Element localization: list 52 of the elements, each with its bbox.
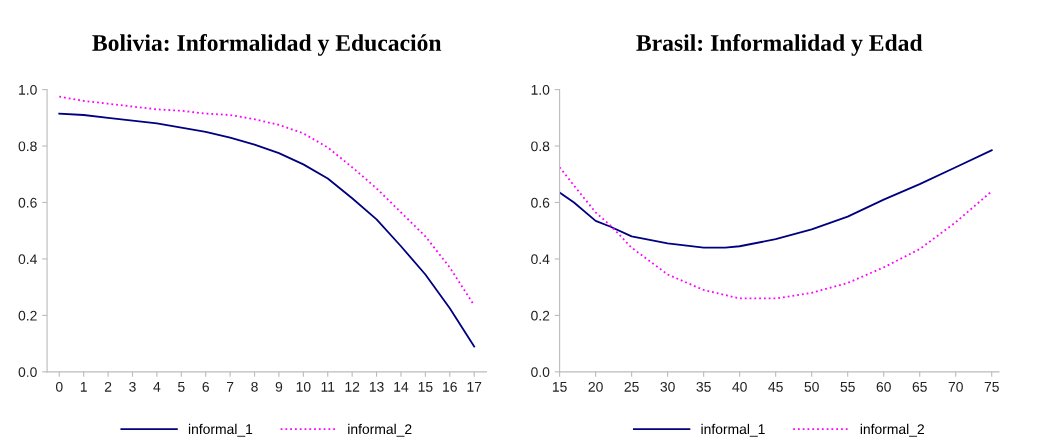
- x-tick-label: 40: [732, 381, 747, 392]
- y-tick-label: 0.0: [18, 367, 37, 378]
- line-series: [559, 166, 993, 300]
- y-tick-label: 0.6: [531, 197, 550, 208]
- y-tick-label: 0.6: [18, 197, 37, 208]
- x-tick-label: 45: [768, 382, 783, 392]
- x-tick-label: 14: [394, 382, 409, 392]
- x-tick-label: 35: [696, 381, 711, 392]
- x-tick-label: 70: [948, 381, 963, 392]
- y-tick-label: 1.0: [531, 84, 550, 95]
- y-tick-label: 1.0: [19, 84, 37, 95]
- x-tick-label: 6: [202, 381, 209, 392]
- x-tick-label: 8: [251, 381, 258, 392]
- x-tick-label: 50: [804, 381, 819, 392]
- x-tick-label: 11: [321, 382, 335, 392]
- legend-label: informal_1: [701, 423, 765, 437]
- x-tick-label: 3: [129, 381, 136, 392]
- legend-label: informal_1: [188, 423, 253, 437]
- y-tick-label: 0.8: [18, 141, 37, 152]
- x-tick-label: 16: [443, 381, 457, 392]
- legend-label: informal_2: [860, 423, 924, 437]
- y-tick-label: 0.2: [18, 310, 37, 321]
- x-tick-label: 15: [552, 382, 567, 392]
- y-tick-label: 0.0: [531, 367, 550, 378]
- x-tick-label: 5: [178, 382, 185, 392]
- chart-title: Brasil: Informalidad y Edad: [636, 34, 923, 56]
- line-series: [559, 149, 993, 249]
- x-tick-label: 12: [345, 381, 360, 392]
- line-series: [58, 112, 476, 348]
- x-tick-label: 30: [660, 381, 675, 392]
- x-tick-label: 20: [588, 381, 603, 392]
- x-tick-label: 15: [418, 382, 433, 392]
- legend-label: informal_2: [348, 423, 412, 437]
- x-tick-label: 10: [296, 381, 311, 392]
- x-tick-label: 60: [876, 381, 891, 392]
- x-tick-label: 0: [55, 381, 63, 392]
- x-tick-label: 17: [467, 382, 482, 392]
- x-tick-label: 7: [226, 382, 234, 392]
- x-tick-label: 13: [369, 381, 384, 392]
- x-tick-label: 1: [80, 382, 87, 392]
- y-tick-label: 0.4: [531, 254, 550, 265]
- x-tick-label: 75: [984, 382, 999, 392]
- x-tick-label: 2: [104, 381, 112, 392]
- x-tick-label: 65: [912, 381, 927, 392]
- y-tick-label: 0.8: [531, 141, 550, 152]
- x-tick-label: 55: [840, 382, 855, 392]
- x-tick-label: 4: [153, 382, 161, 392]
- y-tick-label: 0.2: [531, 310, 550, 321]
- x-tick-label: 9: [275, 381, 283, 392]
- y-tick-label: 0.4: [18, 254, 37, 265]
- x-tick-label: 25: [624, 381, 639, 392]
- chart-title: Bolivia: Informalidad y Educación: [92, 34, 442, 56]
